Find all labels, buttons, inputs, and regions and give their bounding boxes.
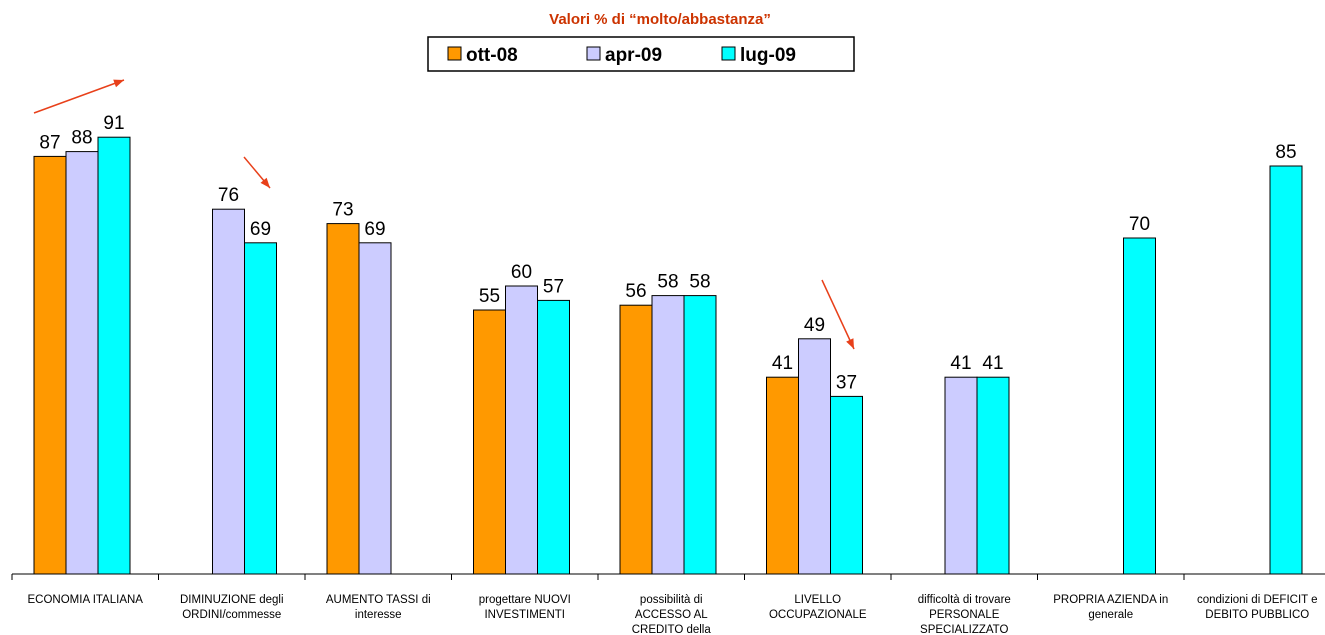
bar-lug-09-4 <box>683 295 717 575</box>
data-label-apr-09-5: 49 <box>804 315 825 336</box>
x-axis <box>11 573 1325 580</box>
bar-lug-09-7 <box>1123 237 1156 575</box>
bar-lug-09-6 <box>976 376 1010 575</box>
data-label-ott-08-5: 41 <box>772 353 793 374</box>
data-label-lug-09-7: 70 <box>1129 214 1150 235</box>
bar-lug-09-0 <box>97 136 131 575</box>
category-label-4: possibilità di ACCESSO AL CREDITO della <box>632 594 712 635</box>
data-label-apr-09-3: 60 <box>511 262 532 283</box>
category-label-2: AUMENTO TASSI di interesse <box>326 594 431 621</box>
trend-arrow-down-5 <box>821 279 855 350</box>
data-label-apr-09-6: 41 <box>950 353 971 374</box>
bar-apr-09-5 <box>798 338 831 575</box>
category-label-5: LIVELLO OCCUPAZIONALE <box>769 594 867 621</box>
legend-swatch-apr-09 <box>586 46 601 61</box>
data-label-ott-08-3: 55 <box>479 286 500 307</box>
bar-ott-08-3 <box>473 309 506 575</box>
bar-lug-09-8 <box>1269 165 1303 575</box>
data-label-lug-09-5: 37 <box>836 372 857 393</box>
data-label-ott-08-0: 87 <box>39 132 60 153</box>
legend-label-ott-08: ott-08 <box>466 45 518 66</box>
data-label-lug-09-1: 69 <box>250 219 271 240</box>
bar-lug-09-1 <box>244 242 277 575</box>
data-label-lug-09-0: 91 <box>103 113 124 134</box>
legend-box <box>427 36 855 72</box>
data-label-apr-09-1: 76 <box>218 185 239 206</box>
bar-apr-09-0 <box>65 151 99 575</box>
data-label-apr-09-2: 69 <box>364 219 385 240</box>
bar-ott-08-0 <box>33 155 67 575</box>
data-label-ott-08-2: 73 <box>332 200 353 221</box>
data-label-apr-09-0: 88 <box>71 128 92 149</box>
value-labels: 87 88 91 76 69 73 69 55 60 57 56 58 58 41 49 37 41 41 70 85 <box>39 113 1296 393</box>
category-label-7: PROPRIA AZIENDA in generale <box>1053 594 1168 621</box>
category-label-8: condizioni di DEFICIT e DEBITO PUBBLICO <box>1197 594 1318 621</box>
bar-apr-09-4 <box>651 295 685 575</box>
data-label-apr-09-4: 58 <box>657 272 678 293</box>
bar-ott-08-5 <box>766 376 799 575</box>
bar-ott-08-2 <box>326 223 360 575</box>
category-label-0: ECONOMIA ITALIANA <box>28 594 144 606</box>
bar-apr-09-2 <box>358 242 392 575</box>
bar-lug-09-3 <box>537 299 570 575</box>
bar-apr-09-1 <box>212 208 245 575</box>
legend-swatch-lug-09 <box>721 46 736 61</box>
data-label-lug-09-3: 57 <box>543 276 564 297</box>
bar-ott-08-4 <box>619 304 653 575</box>
legend-label-apr-09: apr-09 <box>605 45 662 66</box>
bar-apr-09-6 <box>944 376 978 575</box>
category-label-6: difficoltà di trovare PERSONALE SPECIALIZZ… <box>918 594 1011 635</box>
bar-lug-09-5 <box>830 395 863 575</box>
chart-title: Valori % di “molto/abbastanza” <box>549 11 771 28</box>
data-label-lug-09-8: 85 <box>1275 142 1296 163</box>
trend-arrow-up-0 <box>33 79 125 114</box>
bar-apr-09-3 <box>505 285 538 575</box>
category-label-1: DIMINUZIONE degli ORDINI/commesse <box>180 594 284 621</box>
trend-arrow-down-1 <box>243 156 271 189</box>
category-label-3: progettare NUOVI INVESTIMENTI <box>479 594 571 621</box>
data-label-ott-08-4: 56 <box>625 281 646 302</box>
bars <box>33 136 1303 575</box>
data-label-lug-09-6: 41 <box>982 353 1003 374</box>
trend-arrows <box>33 79 855 350</box>
category-labels: ECONOMIA ITALIANA DIMINUZIONE degli ORDINI… <box>28 594 1318 635</box>
legend-swatch-ott-08 <box>447 46 462 61</box>
legend-label-lug-09: lug-09 <box>740 45 796 66</box>
legend: ott-08 apr-09 lug-09 <box>427 36 855 72</box>
data-label-lug-09-4: 58 <box>689 272 710 293</box>
